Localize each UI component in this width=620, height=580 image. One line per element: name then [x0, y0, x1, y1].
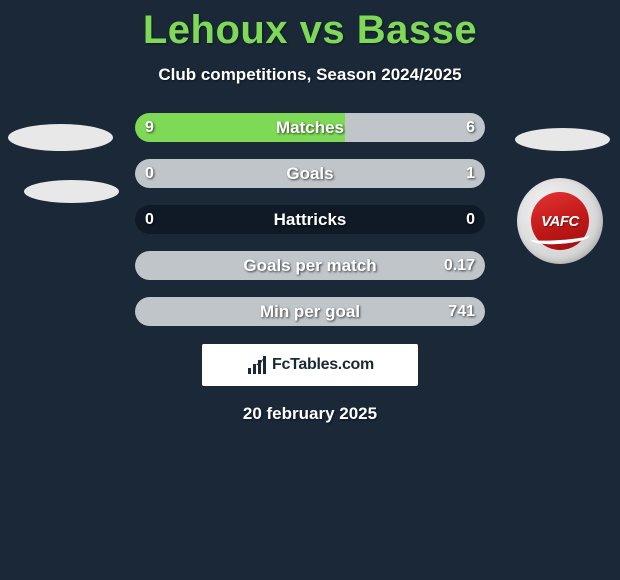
stat-label: Min per goal	[135, 297, 485, 326]
stat-row: 00Hattricks	[135, 205, 485, 234]
club-badge-swoosh	[530, 228, 591, 246]
stat-row: 01Goals	[135, 159, 485, 188]
attribution-text: FcTables.com	[272, 356, 374, 374]
player-right-avatar-1	[515, 128, 610, 151]
stat-label: Goals	[135, 159, 485, 188]
club-badge-text: VAFC	[541, 213, 579, 230]
attribution-badge[interactable]: FcTables.com	[202, 344, 418, 386]
subtitle: Club competitions, Season 2024/2025	[0, 65, 620, 85]
stat-label: Goals per match	[135, 251, 485, 280]
stat-row: 0.17Goals per match	[135, 251, 485, 280]
date-text: 20 february 2025	[0, 404, 620, 424]
stat-label: Matches	[135, 113, 485, 142]
stat-row: 96Matches	[135, 113, 485, 142]
stat-row: 741Min per goal	[135, 297, 485, 326]
page-title: Lehoux vs Basse	[0, 0, 620, 53]
player-left-avatar-1	[8, 124, 113, 151]
club-badge-right: VAFC	[517, 178, 603, 264]
fctables-icon	[246, 356, 268, 374]
stat-label: Hattricks	[135, 205, 485, 234]
player-left-avatar-2	[24, 180, 119, 203]
club-badge-inner: VAFC	[531, 192, 589, 250]
